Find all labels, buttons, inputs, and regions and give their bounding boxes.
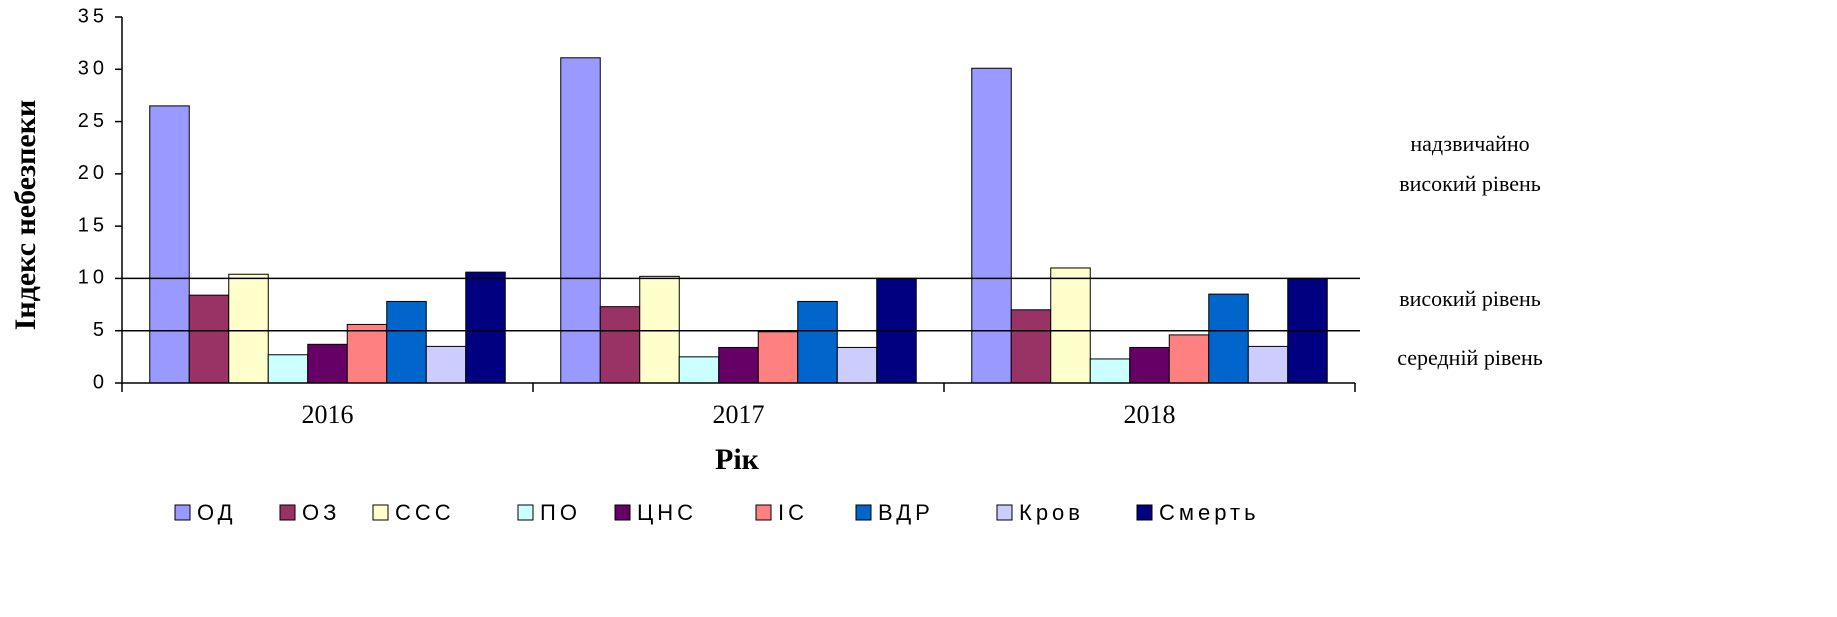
bar	[1089, 358, 1131, 384]
legend-label: ССС	[395, 500, 455, 525]
bar	[757, 331, 799, 384]
legend-swatch	[279, 504, 296, 521]
legend-swatch	[614, 504, 631, 521]
bar	[836, 346, 878, 384]
bar	[386, 300, 427, 384]
bar	[1010, 309, 1052, 384]
bar	[346, 323, 388, 384]
bar	[1050, 267, 1091, 384]
legend-swatch	[517, 504, 534, 521]
legend-swatch	[174, 504, 191, 521]
y-tick-label: 20	[78, 162, 108, 184]
y-tick-label: 25	[78, 110, 108, 132]
level-label: високий рівень	[1399, 286, 1541, 311]
x-axis-label: Рік	[715, 443, 760, 476]
bar	[188, 294, 230, 384]
legend-label: Кров	[1019, 500, 1084, 525]
bar	[797, 300, 838, 384]
legend-swatch	[996, 504, 1013, 521]
level-label: середній рівень	[1397, 345, 1543, 370]
legend-label: ОЗ	[302, 500, 340, 525]
legend-swatch	[1136, 504, 1153, 521]
level-label: надзвичайно	[1410, 131, 1529, 156]
bar	[1208, 293, 1249, 384]
bar	[678, 356, 720, 384]
legend-label: ПО	[540, 500, 581, 525]
y-tick-label: 15	[78, 214, 108, 236]
legend-swatch	[372, 504, 389, 521]
legend-label: ІС	[778, 500, 808, 525]
bar	[639, 275, 680, 384]
y-tick-label: 30	[78, 58, 108, 80]
bar	[1247, 345, 1289, 384]
bar	[465, 271, 506, 384]
y-tick-label: 5	[93, 319, 108, 341]
x-tick-label: 2016	[302, 400, 354, 429]
bar	[267, 354, 309, 384]
y-axis-label: Індекс небезпеки	[9, 100, 42, 331]
level-label: високий рівень	[1399, 171, 1541, 196]
bar	[149, 105, 190, 384]
bar	[971, 67, 1012, 384]
bar	[307, 343, 348, 384]
legend-label: ВДР	[878, 500, 934, 525]
legend-swatch	[855, 504, 872, 521]
y-tick-label: 0	[93, 371, 108, 393]
y-tick-label: 35	[78, 5, 108, 27]
legend-label: ОД	[197, 500, 237, 525]
legend-label: ЦНС	[637, 500, 697, 525]
bar	[599, 306, 641, 384]
bar	[425, 345, 467, 384]
legend-label: Смерть	[1159, 500, 1260, 525]
legend-swatch	[755, 504, 772, 521]
bar	[560, 57, 601, 384]
x-tick-label: 2018	[1124, 400, 1176, 429]
x-tick-label: 2017	[713, 400, 765, 429]
bar	[718, 346, 759, 384]
y-tick-label: 10	[78, 267, 108, 289]
bar	[1168, 334, 1210, 384]
bar	[228, 273, 269, 384]
bar	[1129, 346, 1170, 384]
